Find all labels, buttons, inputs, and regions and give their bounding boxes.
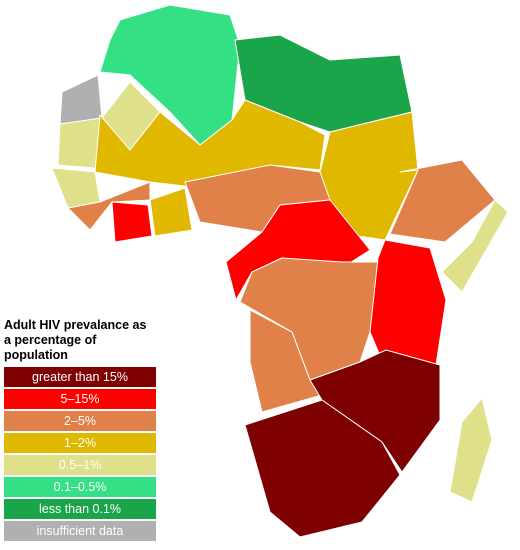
region: [149, 187, 193, 237]
region: [51, 167, 101, 209]
legend-item: less than 0.1%: [4, 499, 156, 519]
region: [389, 159, 496, 243]
legend: Adult HIV prevalance as a percentage of …: [4, 318, 156, 543]
region: [111, 201, 153, 243]
legend-items: greater than 15% 5–15% 2–5% 1–2% 0.5–1% 0.1–0…: [4, 367, 156, 541]
legend-item: 0.1–0.5%: [4, 477, 156, 497]
legend-title: Adult HIV prevalance as a percentage of …: [4, 318, 147, 362]
legend-item: 1–2%: [4, 433, 156, 453]
legend-item: insufficient data: [4, 521, 156, 541]
legend-item: greater than 15%: [4, 367, 156, 387]
region: [441, 199, 509, 293]
legend-item: 5–15%: [4, 389, 156, 409]
legend-item: 2–5%: [4, 411, 156, 431]
region: [94, 99, 326, 191]
region: [449, 397, 493, 503]
region: [244, 399, 401, 538]
legend-item: 0.5–1%: [4, 455, 156, 475]
region: [59, 74, 103, 125]
region: [369, 239, 447, 371]
